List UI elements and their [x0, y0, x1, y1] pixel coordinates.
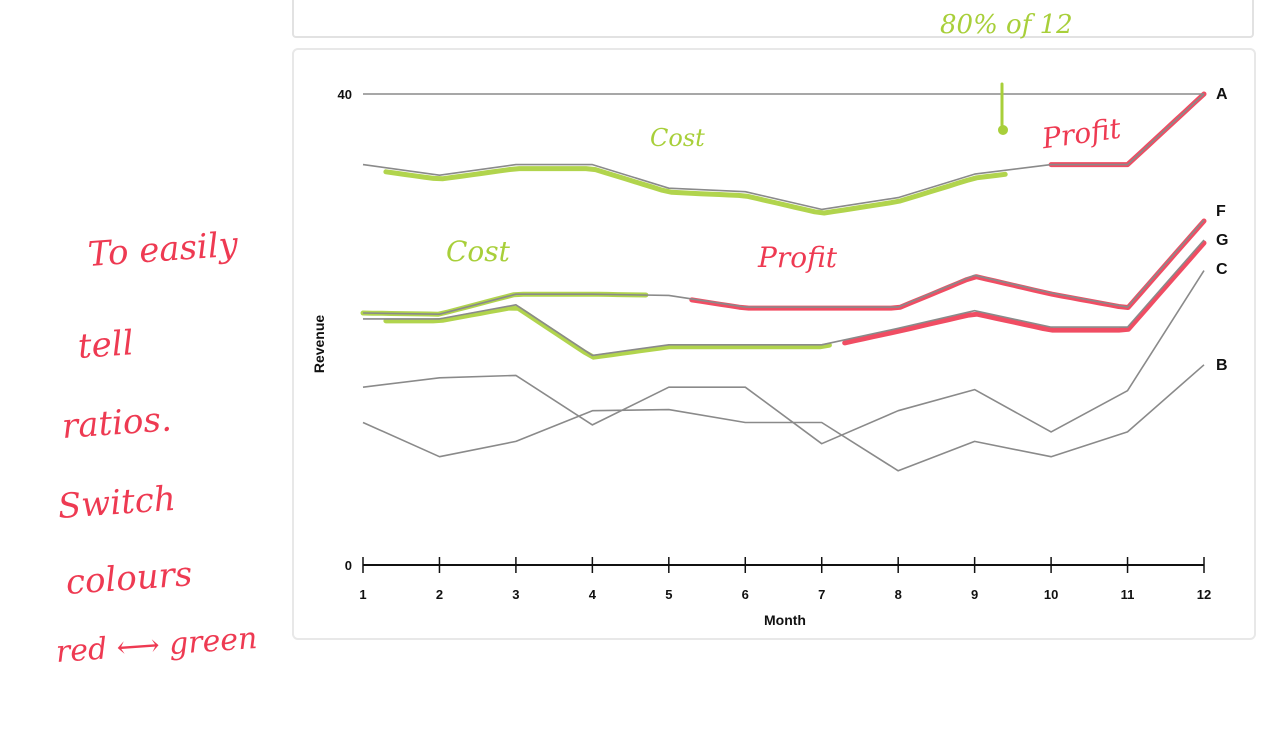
side-note-line-1: To easily	[86, 224, 240, 275]
y-axis-title: Revenue	[311, 315, 327, 374]
series-label-g: G	[1216, 232, 1228, 249]
annotation-top-note: 80% of 12	[940, 10, 1073, 40]
x-tick-label-10: 10	[1044, 587, 1058, 602]
series-line-f	[362, 219, 1205, 316]
series-line-b	[362, 364, 1205, 472]
highlight-stroke-f-3	[689, 218, 1207, 311]
series-label-f: F	[1216, 203, 1226, 220]
x-axis: 1 2 3 4 5 6 7 8 9 10 11 12	[359, 557, 1211, 602]
annotation-profit-f: Profit	[758, 241, 838, 274]
x-tick-label-11: 11	[1121, 587, 1135, 602]
upper-chart-panel	[292, 0, 1254, 38]
x-tick-label-5: 5	[665, 587, 672, 602]
highlight-stroke-g-5	[842, 240, 1207, 346]
y-tick-label-40: 40	[338, 87, 352, 102]
series-lines	[362, 93, 1205, 472]
series-line-g	[363, 239, 1205, 357]
x-tick-label-4: 4	[589, 587, 597, 602]
side-note-line-4: Switch	[56, 478, 177, 527]
side-note-line-2: tell	[76, 323, 135, 367]
side-note-line-5: colours	[64, 554, 194, 603]
annotation-arrow	[998, 82, 1008, 135]
x-tick-label-1: 1	[359, 587, 366, 602]
y-tick-label-0: 0	[345, 558, 352, 573]
side-note-line-3: ratios.	[60, 399, 173, 447]
x-tick-label-7: 7	[818, 587, 825, 602]
chart-labels: 0 40 Month Revenue A FGC B	[311, 86, 1228, 628]
x-tick-label-9: 9	[971, 587, 978, 602]
x-tick-label-3: 3	[512, 587, 519, 602]
series-label-a: A	[1216, 86, 1228, 103]
x-tick-label-12: 12	[1197, 587, 1211, 602]
x-tick-label-2: 2	[436, 587, 443, 602]
annotation-cost-a: Cost	[650, 124, 705, 152]
arrow-head	[998, 125, 1008, 135]
highlight-stroke-a-0	[383, 166, 1008, 216]
x-tick-label-6: 6	[742, 587, 749, 602]
x-tick-label-8: 8	[895, 587, 902, 602]
series-label-c: C	[1216, 261, 1228, 278]
series-label-b: B	[1216, 357, 1228, 374]
x-axis-title: Month	[764, 612, 806, 628]
annotation-cost-f: Cost	[446, 235, 510, 268]
highlight-stroke-g-4	[383, 305, 832, 360]
series-line-a	[362, 93, 1205, 211]
series-line-c	[362, 270, 1205, 445]
